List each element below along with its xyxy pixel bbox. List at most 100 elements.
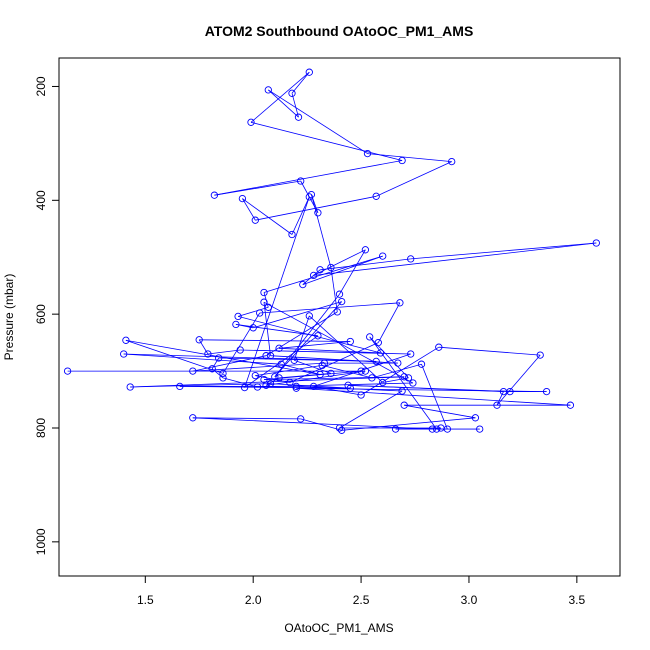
series-segment — [302, 255, 383, 285]
data-point — [499, 387, 508, 396]
data-point — [314, 209, 322, 217]
data-point — [327, 369, 335, 378]
data-point — [292, 384, 300, 392]
data-point — [407, 255, 415, 263]
series-segment — [240, 349, 411, 355]
series-segment — [263, 302, 271, 356]
data-point — [264, 86, 272, 94]
series-segment — [496, 354, 541, 406]
data-point — [126, 383, 134, 391]
series-segment — [377, 302, 401, 343]
series-segment — [242, 198, 256, 221]
series-segment — [123, 353, 377, 362]
data-point — [428, 425, 436, 433]
data-point — [417, 360, 426, 368]
series-segment — [222, 312, 261, 374]
data-point — [376, 349, 385, 357]
y-tick-label: 1000 — [34, 528, 48, 555]
data-point — [288, 89, 296, 97]
data-point — [234, 312, 242, 321]
data-point — [63, 367, 72, 375]
series-segment — [125, 339, 224, 374]
data-point — [247, 118, 255, 126]
data-point — [204, 350, 212, 358]
series-segment — [339, 390, 403, 429]
data-point — [361, 367, 370, 375]
series-segment — [296, 387, 571, 406]
x-tick-label: 2.5 — [353, 593, 370, 607]
series-segment — [214, 180, 301, 196]
chart-title: ATOM2 Southbound OAtoOC_PM1_AMS — [205, 23, 474, 39]
data-point — [294, 113, 303, 121]
series-segment — [265, 311, 338, 357]
series-segment — [268, 89, 368, 154]
y-tick-label: 200 — [34, 76, 48, 96]
data-point — [251, 371, 259, 380]
series-segment — [123, 353, 282, 365]
series-segment — [244, 335, 319, 388]
data-point — [400, 373, 408, 381]
data-point — [266, 379, 275, 388]
data-point — [307, 190, 316, 199]
series-segment — [410, 242, 597, 260]
series-segment — [268, 89, 299, 118]
data-point — [374, 338, 382, 347]
series-segment — [244, 196, 310, 388]
series-segment — [341, 417, 476, 431]
data-point — [288, 230, 296, 239]
series-segment — [125, 339, 321, 375]
data-point — [210, 191, 219, 199]
data-point — [435, 343, 443, 351]
series-segment — [320, 258, 411, 271]
series-segment — [309, 315, 383, 383]
data-point — [260, 288, 268, 297]
series-segment — [293, 315, 310, 361]
data-point — [432, 425, 441, 433]
series-segment — [263, 376, 405, 380]
series-segment — [207, 349, 241, 355]
series-segment — [222, 377, 258, 388]
data-point — [120, 350, 128, 358]
data-point — [314, 332, 322, 340]
data-point — [391, 425, 400, 433]
data-point — [219, 374, 227, 382]
series-segment — [438, 346, 541, 356]
y-tick-label: 600 — [34, 304, 48, 324]
data-point — [275, 374, 283, 382]
data-point — [297, 415, 305, 423]
data-point — [404, 374, 413, 382]
series-segment — [339, 249, 366, 295]
series-segment — [291, 196, 310, 235]
y-axis: 200 400 600 800 1000 — [34, 76, 59, 555]
series-segment — [242, 198, 293, 235]
series-segment — [369, 336, 437, 430]
data-point — [176, 382, 184, 391]
series-segment — [348, 384, 504, 392]
data-point — [592, 239, 600, 247]
data-point — [394, 359, 402, 367]
data-point — [305, 193, 313, 201]
data-point — [271, 373, 279, 381]
data-point — [219, 369, 227, 378]
series-segment — [371, 363, 422, 379]
data-point — [476, 425, 484, 433]
data-point — [361, 246, 370, 254]
series-segment — [376, 161, 452, 197]
data-point — [305, 68, 313, 76]
data-point — [448, 157, 456, 166]
data-point — [189, 414, 197, 422]
data-point — [305, 312, 313, 320]
series-segment — [311, 194, 332, 268]
data-point — [240, 383, 249, 392]
series-segment — [199, 339, 351, 342]
data-point — [335, 424, 344, 432]
data-point — [262, 352, 270, 360]
x-tick-label: 3.5 — [569, 593, 586, 607]
series-segment — [360, 346, 440, 396]
data-point — [400, 401, 408, 409]
data-point — [357, 367, 365, 375]
data-point — [443, 425, 452, 433]
data-point — [366, 333, 374, 341]
data-point — [275, 344, 283, 352]
data-point — [320, 359, 329, 367]
